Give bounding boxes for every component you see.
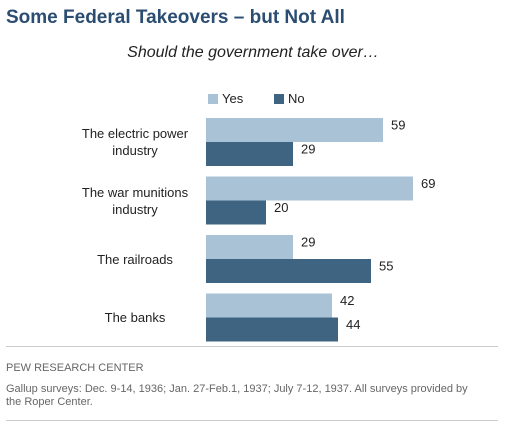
- bar: [206, 118, 383, 142]
- category-label: The war munitions industry: [81, 184, 189, 217]
- chart-title: Some Federal Takeovers – but Not All: [6, 7, 345, 28]
- category-label: The banks: [104, 310, 166, 325]
- value-label: 69: [421, 176, 435, 191]
- value-label: 20: [274, 200, 288, 215]
- legend-item: No: [274, 91, 305, 106]
- value-label: 29: [301, 234, 315, 249]
- legend-item: Yes: [208, 91, 243, 106]
- category-label: The railroads: [97, 251, 173, 267]
- bar: [206, 293, 332, 318]
- note: Gallup surveys: Dec. 9-14, 1936; Jan. 27…: [6, 383, 468, 408]
- divider: [6, 346, 498, 347]
- bar: [206, 317, 338, 342]
- chart: 59 29 69 20 29 55 42 44: [206, 117, 435, 342]
- source: PEW RESEARCH CENTER: [6, 362, 144, 374]
- bar: [206, 235, 293, 259]
- category-label: The electric power industry: [81, 126, 189, 158]
- divider: [6, 420, 498, 421]
- bar: [206, 142, 293, 166]
- legend-swatch: [208, 93, 218, 104]
- chart-subtitle: Should the government take over…: [127, 44, 379, 61]
- bar: [206, 259, 371, 283]
- legend-swatch: [274, 93, 284, 104]
- value-label: 55: [379, 258, 393, 273]
- value-label: 59: [391, 117, 405, 132]
- value-label: 29: [301, 141, 315, 156]
- bar: [206, 176, 413, 201]
- value-label: 42: [340, 293, 354, 308]
- legend-label: Yes: [222, 91, 244, 106]
- value-label: 44: [346, 317, 360, 332]
- legend-label: No: [288, 91, 305, 106]
- bar: [206, 200, 266, 225]
